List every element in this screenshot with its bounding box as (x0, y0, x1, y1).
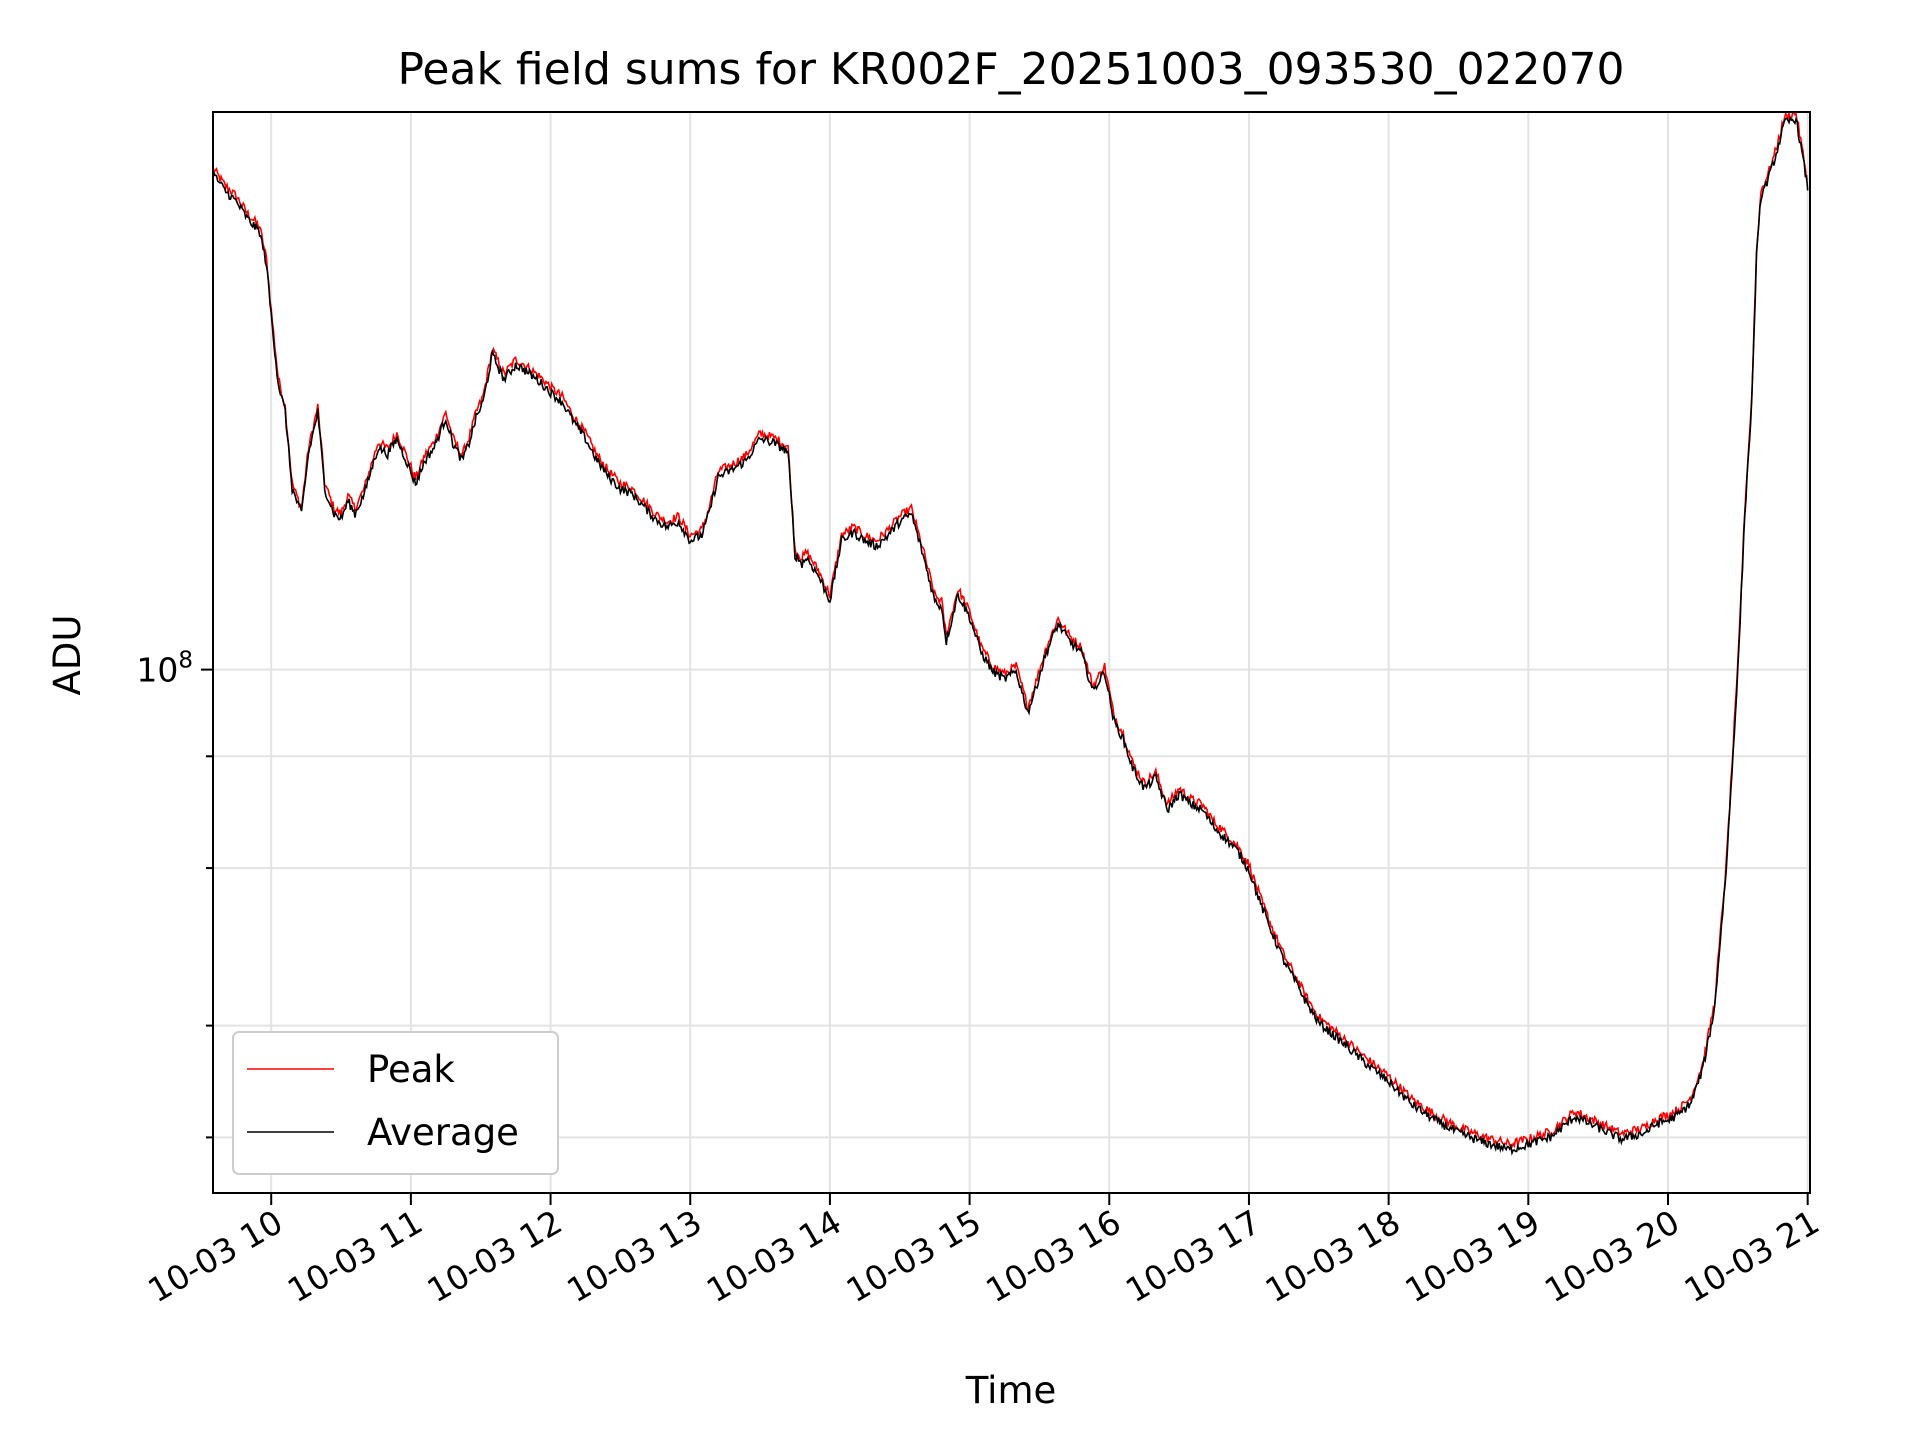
x-axis-label: Time (965, 1369, 1057, 1412)
y-axis-label: ADU (46, 615, 89, 696)
grid-lines (213, 112, 1810, 1193)
plot-frame (212, 111, 1811, 1194)
series-line-average (213, 115, 1809, 1156)
series-lines (213, 112, 1809, 1156)
legend: Peak Average (232, 1031, 559, 1175)
legend-box (232, 1031, 559, 1175)
y-tick-label: 108 (136, 648, 193, 690)
legend-average-label: Average (367, 1111, 519, 1154)
legend-peak-label: Peak (367, 1048, 455, 1091)
chart-title: Peak field sums for KR002F_20251003_0935… (397, 44, 1624, 95)
